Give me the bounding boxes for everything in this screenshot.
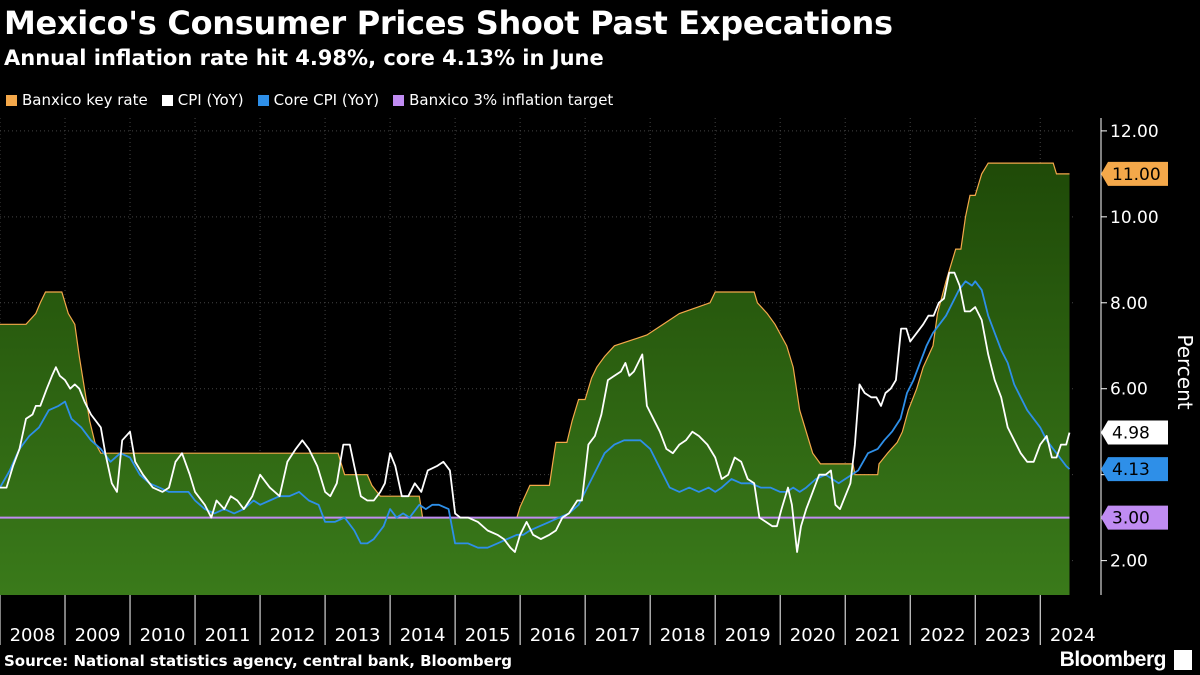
legend-swatch-cpi xyxy=(161,94,173,106)
end-label-tag-3.00 xyxy=(1101,505,1168,530)
legend-swatch-key-rate xyxy=(6,94,17,106)
end-label-tag-4.13 xyxy=(1101,457,1168,482)
legend-item-key-rate: Banxico key rate xyxy=(6,91,148,109)
x-tick-label-2021: 2021 xyxy=(855,625,901,646)
legend-swatch-target xyxy=(393,94,405,106)
x-tick-label-2018: 2018 xyxy=(660,625,706,646)
end-label-text-4.13: 4.13 xyxy=(1112,460,1150,480)
legend-item-core-cpi: Core CPI (YoY) xyxy=(257,91,380,109)
x-tick-label-2023: 2023 xyxy=(985,625,1031,646)
x-tick-label-2016: 2016 xyxy=(530,625,576,646)
x-tick-label-2009: 2009 xyxy=(75,625,121,646)
chart-subtitle: Annual inflation rate hit 4.98%, core 4.… xyxy=(4,46,604,70)
x-tick-label-2013: 2013 xyxy=(335,625,381,646)
end-label-3.00: 3.00 xyxy=(1101,505,1168,530)
end-label-tag-11.00 xyxy=(1101,161,1168,186)
end-label-text-3.00: 3.00 xyxy=(1112,509,1150,529)
y-tick-label-10.00: 10.00 xyxy=(1110,208,1159,228)
series-line-cpi xyxy=(0,271,1071,553)
legend-swatch-core-cpi xyxy=(257,94,269,106)
y-tick-label-8.00: 8.00 xyxy=(1110,294,1148,314)
x-tick-label-2017: 2017 xyxy=(595,625,641,646)
y-tick-label-12.00: 12.00 xyxy=(1110,122,1159,142)
legend-label-target: Banxico 3% inflation target xyxy=(409,91,614,109)
legend: Banxico key rate CPI (YoY) Core CPI (YoY… xyxy=(6,91,613,109)
x-tick-label-2024: 2024 xyxy=(1050,625,1096,646)
end-label-text-11.00: 11.00 xyxy=(1112,165,1161,185)
legend-label-key-rate: Banxico key rate xyxy=(22,91,148,109)
x-tick-label-2012: 2012 xyxy=(270,625,316,646)
x-tick-label-2014: 2014 xyxy=(400,625,446,646)
series-line-banxico-key-rate xyxy=(0,162,1070,519)
end-label-text-4.98: 4.98 xyxy=(1112,424,1150,444)
source-note: Source: National statistics agency, cent… xyxy=(4,652,512,670)
x-tick-label-2015: 2015 xyxy=(465,625,511,646)
y-tick-label-6.00: 6.00 xyxy=(1110,380,1148,400)
x-tick-label-2022: 2022 xyxy=(920,625,966,646)
x-tick-label-2019: 2019 xyxy=(725,625,771,646)
end-label-4.13: 4.13 xyxy=(1101,457,1168,482)
chart-title: Mexico's Consumer Prices Shoot Past Expe… xyxy=(4,4,893,42)
series-area-banxico-key-rate xyxy=(0,163,1070,595)
y-axis-title: Percent xyxy=(1173,334,1197,409)
x-tick-label-2008: 2008 xyxy=(10,625,56,646)
bloomberg-logo: Bloomberg xyxy=(1059,648,1167,671)
y-tick-label-2.00: 2.00 xyxy=(1110,552,1148,572)
x-tick-label-2011: 2011 xyxy=(205,625,251,646)
brand-mark-icon xyxy=(1174,650,1192,670)
legend-label-cpi: CPI (YoY) xyxy=(177,91,244,109)
x-tick-label-2020: 2020 xyxy=(790,625,836,646)
legend-item-target: Banxico 3% inflation target xyxy=(393,91,613,109)
x-tick-label-2010: 2010 xyxy=(140,625,186,646)
end-label-4.98: 4.98 xyxy=(1101,420,1168,445)
end-label-tag-4.98 xyxy=(1101,420,1168,445)
legend-item-cpi: CPI (YoY) xyxy=(161,91,244,109)
legend-label-core-cpi: Core CPI (YoY) xyxy=(273,91,380,109)
end-label-11.00: 11.00 xyxy=(1101,161,1168,186)
